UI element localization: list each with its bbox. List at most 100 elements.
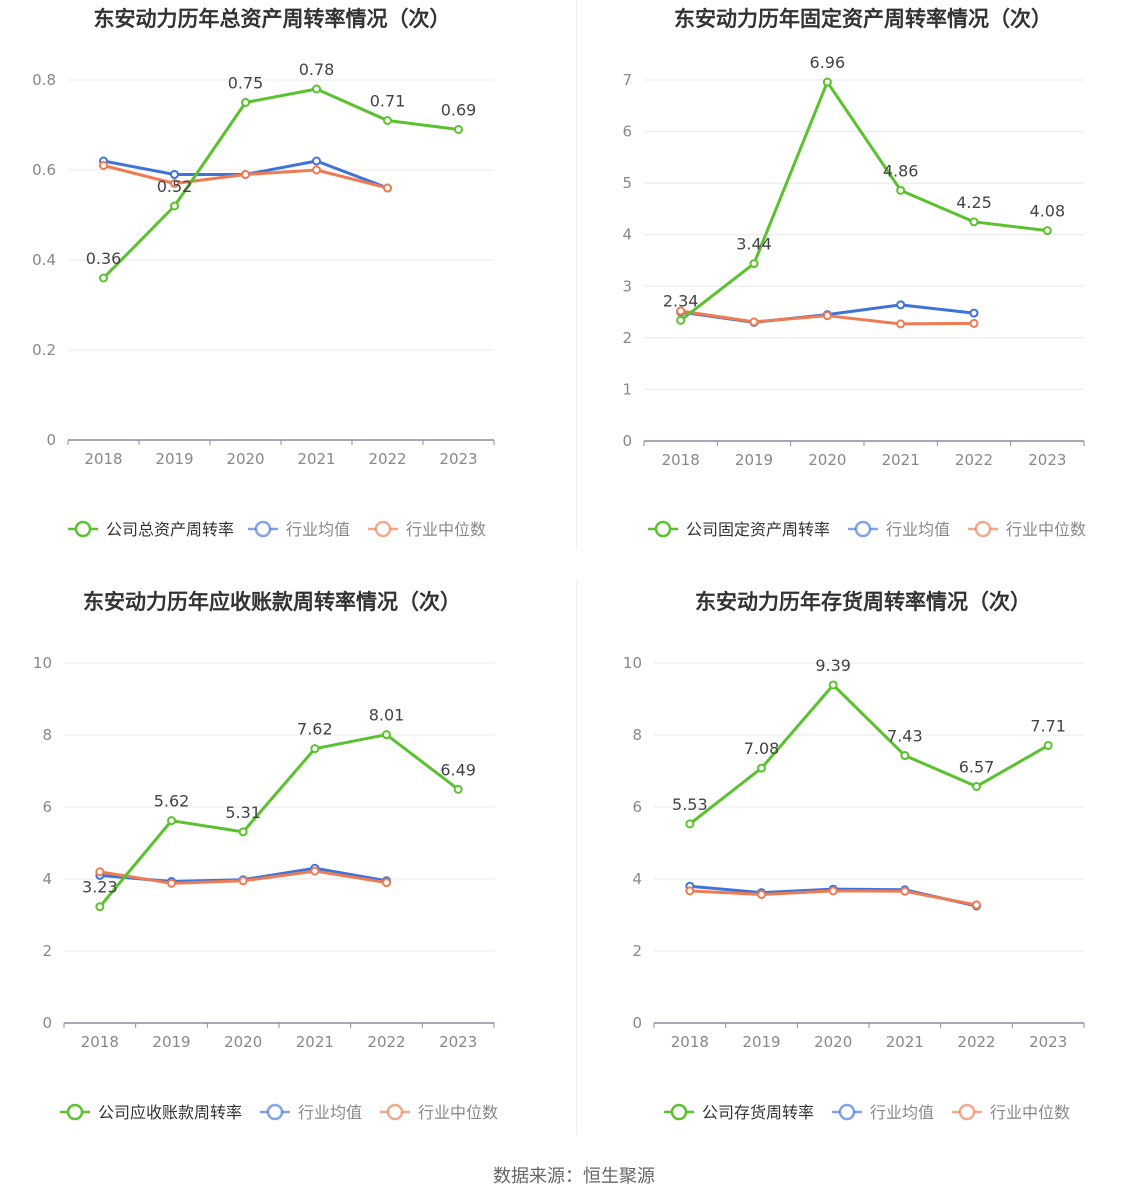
data-point-company — [383, 116, 392, 125]
y-tick-label: 10 — [33, 654, 52, 672]
legend-item-company[interactable]: 公司存货周转率 — [664, 1103, 814, 1122]
legend-label: 行业中位数 — [990, 1103, 1070, 1122]
data-point-company — [312, 84, 321, 94]
x-tick-label: 2020 — [814, 1033, 852, 1051]
y-tick-label: 8 — [42, 726, 52, 744]
data-point-median — [896, 319, 906, 329]
data-point-median — [685, 886, 695, 896]
legend-item-median[interactable]: 行业中位数 — [968, 520, 1086, 539]
legend-item-company[interactable]: 公司总资产周转率 — [68, 520, 234, 539]
chart-title: 东安动力历年应收账款周转率情况（次） — [83, 590, 461, 614]
chart-panel-fixed-asset-turnover: 东安动力历年固定资产周转率情况（次） 0 1 2 3 4 5 6 7 2018 2019 2020 20… — [586, 0, 1148, 575]
y-tick-label: 4 — [42, 870, 52, 888]
legend-swatch-marker — [266, 1103, 284, 1121]
data-point-median — [167, 878, 176, 888]
data-point-median — [99, 161, 108, 170]
data-label: 7.08 — [744, 739, 780, 758]
legend-label: 行业中位数 — [418, 1103, 498, 1122]
data-point-company — [757, 763, 766, 773]
chart-svg: 东安动力历年应收账款周转率情况（次） 0 2 4 6 8 10 2018 2019 2020 202… — [33, 590, 498, 1122]
legend-item-avg[interactable]: 行业均值 — [848, 520, 950, 539]
data-label: 0.71 — [370, 92, 406, 111]
y-tick-label: 2 — [622, 329, 632, 347]
y-tick-label: 7 — [622, 71, 632, 89]
x-tick-label: 2022 — [955, 451, 993, 469]
x-tick-label: 2022 — [367, 1033, 405, 1051]
chart-title: 东安动力历年存货周转率情况（次） — [695, 590, 1031, 614]
data-label: 9.39 — [815, 656, 851, 675]
legend-label: 公司固定资产周转率 — [686, 520, 830, 539]
x-tick-label: 2019 — [155, 450, 193, 468]
legend-swatch-marker — [254, 520, 272, 538]
data-point-median — [757, 889, 766, 899]
x-tick-label: 2023 — [439, 1033, 477, 1051]
y-tick-label: 1 — [622, 380, 632, 398]
data-point-company — [749, 259, 759, 269]
legend-swatch-marker — [854, 520, 872, 538]
series-line-company — [102, 87, 459, 280]
data-point-median — [676, 306, 686, 316]
data-point-median — [969, 318, 979, 328]
data-point-median — [382, 878, 391, 888]
data-label: 7.43 — [887, 727, 923, 746]
x-tick-label: 2019 — [742, 1033, 780, 1051]
legend-label: 公司总资产周转率 — [106, 520, 234, 539]
chart-svg: 东安动力历年总资产周转率情况（次） 0 0.2 0.4 0.6 0.8 2018 2019 20… — [32, 7, 495, 539]
x-tick-label: 2021 — [886, 1033, 924, 1051]
data-point-median — [312, 165, 321, 175]
series-line-company — [679, 80, 1048, 322]
x-tick-label: 2019 — [735, 451, 773, 469]
legend-item-median[interactable]: 行业中位数 — [380, 1103, 498, 1122]
legend-item-median[interactable]: 行业中位数 — [368, 520, 486, 539]
x-tick-label: 2022 — [368, 450, 406, 468]
x-tick-label: 2023 — [1029, 1033, 1067, 1051]
data-point-median — [822, 311, 832, 321]
data-source-note: 数据来源：恒生聚源 — [493, 1166, 655, 1187]
legend-item-company[interactable]: 公司应收账款周转率 — [60, 1103, 242, 1122]
data-point-company — [676, 315, 686, 325]
data-point-company — [900, 751, 910, 761]
y-tick-label: 10 — [623, 654, 642, 672]
legend-swatch-marker — [386, 1103, 404, 1121]
data-point-median — [241, 170, 250, 179]
data-label: 0.75 — [228, 74, 264, 93]
data-point-company — [822, 77, 832, 87]
legend-label: 行业中位数 — [1006, 520, 1086, 539]
data-point-company — [453, 784, 463, 794]
x-tick-label: 2023 — [1028, 451, 1066, 469]
x-tick-label: 2019 — [152, 1033, 190, 1051]
legend-swatch-marker — [654, 520, 672, 538]
y-tick-label: 0.8 — [32, 71, 56, 89]
data-label: 7.71 — [1030, 716, 1066, 735]
legend-item-median[interactable]: 行业中位数 — [952, 1103, 1070, 1122]
y-tick-label: 0 — [42, 1014, 52, 1032]
x-tick-label: 2020 — [808, 451, 846, 469]
data-label: 4.08 — [1030, 202, 1066, 221]
panel-divider-top — [576, 0, 577, 550]
series-line-company — [688, 683, 1049, 826]
data-point-avg — [312, 156, 321, 166]
x-tick-label: 2020 — [224, 1033, 262, 1051]
data-point-company — [972, 781, 981, 791]
x-tick-label: 2022 — [957, 1033, 995, 1051]
legend-item-company[interactable]: 公司固定资产周转率 — [648, 520, 830, 539]
legend-item-avg[interactable]: 行业均值 — [832, 1103, 934, 1122]
y-tick-label: 0.2 — [32, 341, 56, 359]
x-tick-label: 2018 — [84, 450, 122, 468]
legend-item-avg[interactable]: 行业均值 — [248, 520, 350, 539]
data-point-median — [383, 183, 392, 193]
data-label: 8.01 — [369, 706, 405, 725]
data-point-median — [238, 876, 248, 886]
data-label: 4.86 — [883, 161, 919, 180]
data-label: 2.34 — [663, 291, 699, 310]
y-tick-label: 0 — [632, 1014, 642, 1032]
y-tick-label: 6 — [632, 798, 642, 816]
legend-label: 行业均值 — [298, 1103, 362, 1122]
legend-item-avg[interactable]: 行业均值 — [260, 1103, 362, 1122]
y-tick-label: 4 — [622, 226, 632, 244]
data-point-company — [896, 185, 906, 195]
y-tick-label: 2 — [42, 942, 52, 960]
y-tick-label: 4 — [632, 870, 642, 888]
data-label: 0.36 — [86, 249, 122, 268]
data-point-company — [170, 201, 179, 211]
